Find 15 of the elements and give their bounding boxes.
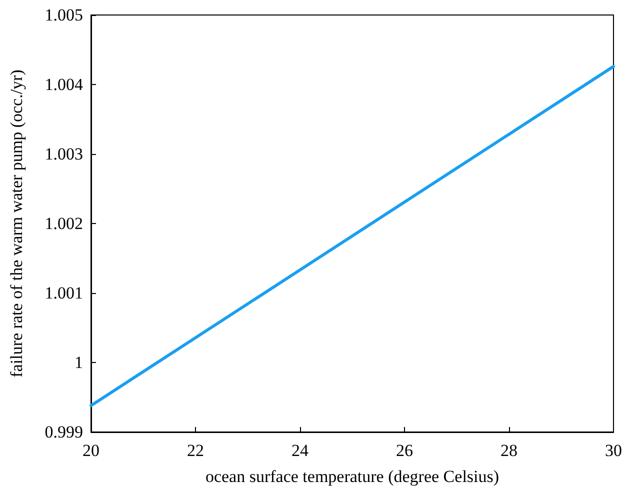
y-tick-label: 1.004 xyxy=(44,75,84,94)
x-tick-label: 24 xyxy=(292,441,309,460)
y-tick-label: 1.001 xyxy=(44,284,83,302)
y-tick-label: 1.003 xyxy=(44,144,83,164)
x-tick-label: 20 xyxy=(82,441,100,460)
y-tick-label: 0.999 xyxy=(44,422,83,442)
x-tick-label: 22 xyxy=(187,441,204,460)
y-tick-label: 1.002 xyxy=(44,214,83,233)
y-axis-title: failure rate of the warm water pump (occ./yr) xyxy=(7,70,26,378)
y-tick-label: 1 xyxy=(74,353,83,372)
x-tick-label: 30 xyxy=(605,441,622,460)
y-tick-label: 1.005 xyxy=(44,6,83,24)
x-tick-label: 28 xyxy=(500,441,518,460)
x-axis-title: ocean surface temperature (degree Celsius) xyxy=(205,467,500,486)
x-tick-label: 26 xyxy=(396,441,413,460)
